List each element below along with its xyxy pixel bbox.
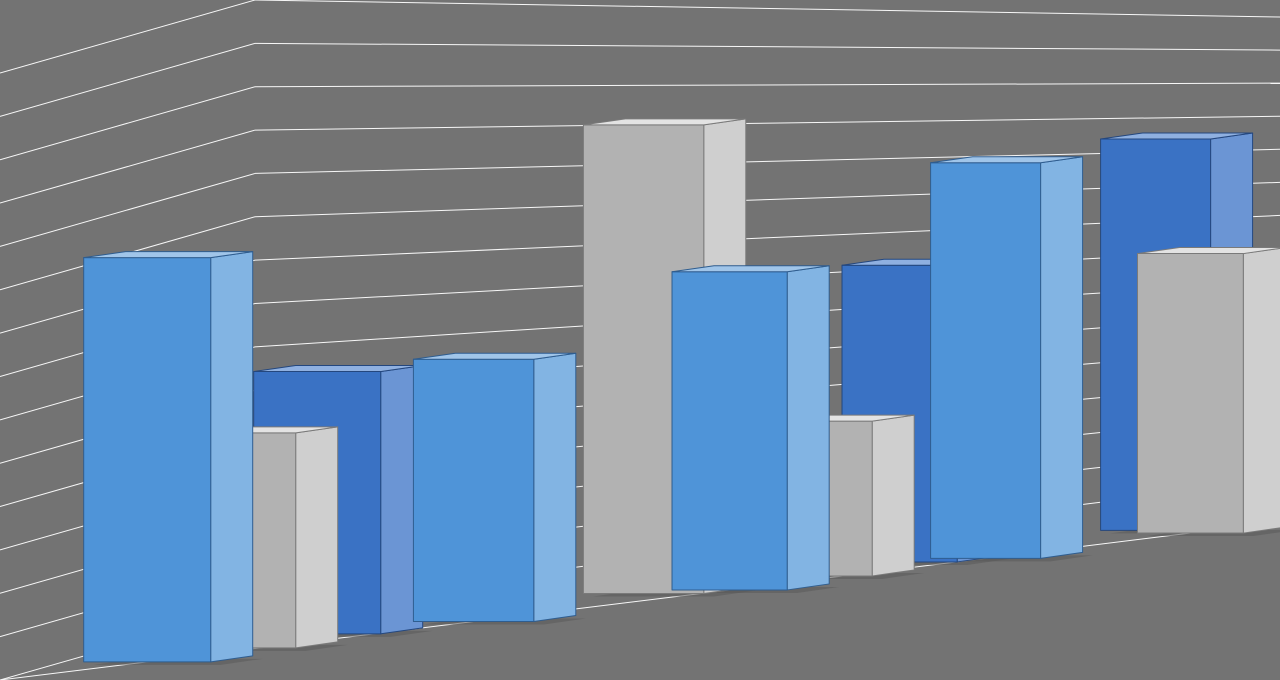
bar-front	[931, 163, 1041, 559]
bar-side	[211, 252, 253, 662]
bar-front	[84, 258, 211, 662]
bar-3d	[413, 353, 575, 621]
bar-3d	[84, 252, 253, 662]
bar-chart-3d	[0, 0, 1280, 680]
bar-side	[872, 415, 914, 576]
bar-side	[787, 266, 829, 590]
bar-3d	[672, 266, 829, 590]
bar-front	[413, 359, 533, 621]
bar-front	[1137, 254, 1243, 534]
bar-side	[534, 353, 576, 621]
bar-side	[1041, 157, 1083, 559]
bar-3d	[931, 157, 1083, 559]
bar-3d	[1137, 248, 1280, 534]
bar-side	[296, 427, 338, 648]
bar-side	[1243, 248, 1280, 534]
bar-front	[672, 272, 787, 590]
